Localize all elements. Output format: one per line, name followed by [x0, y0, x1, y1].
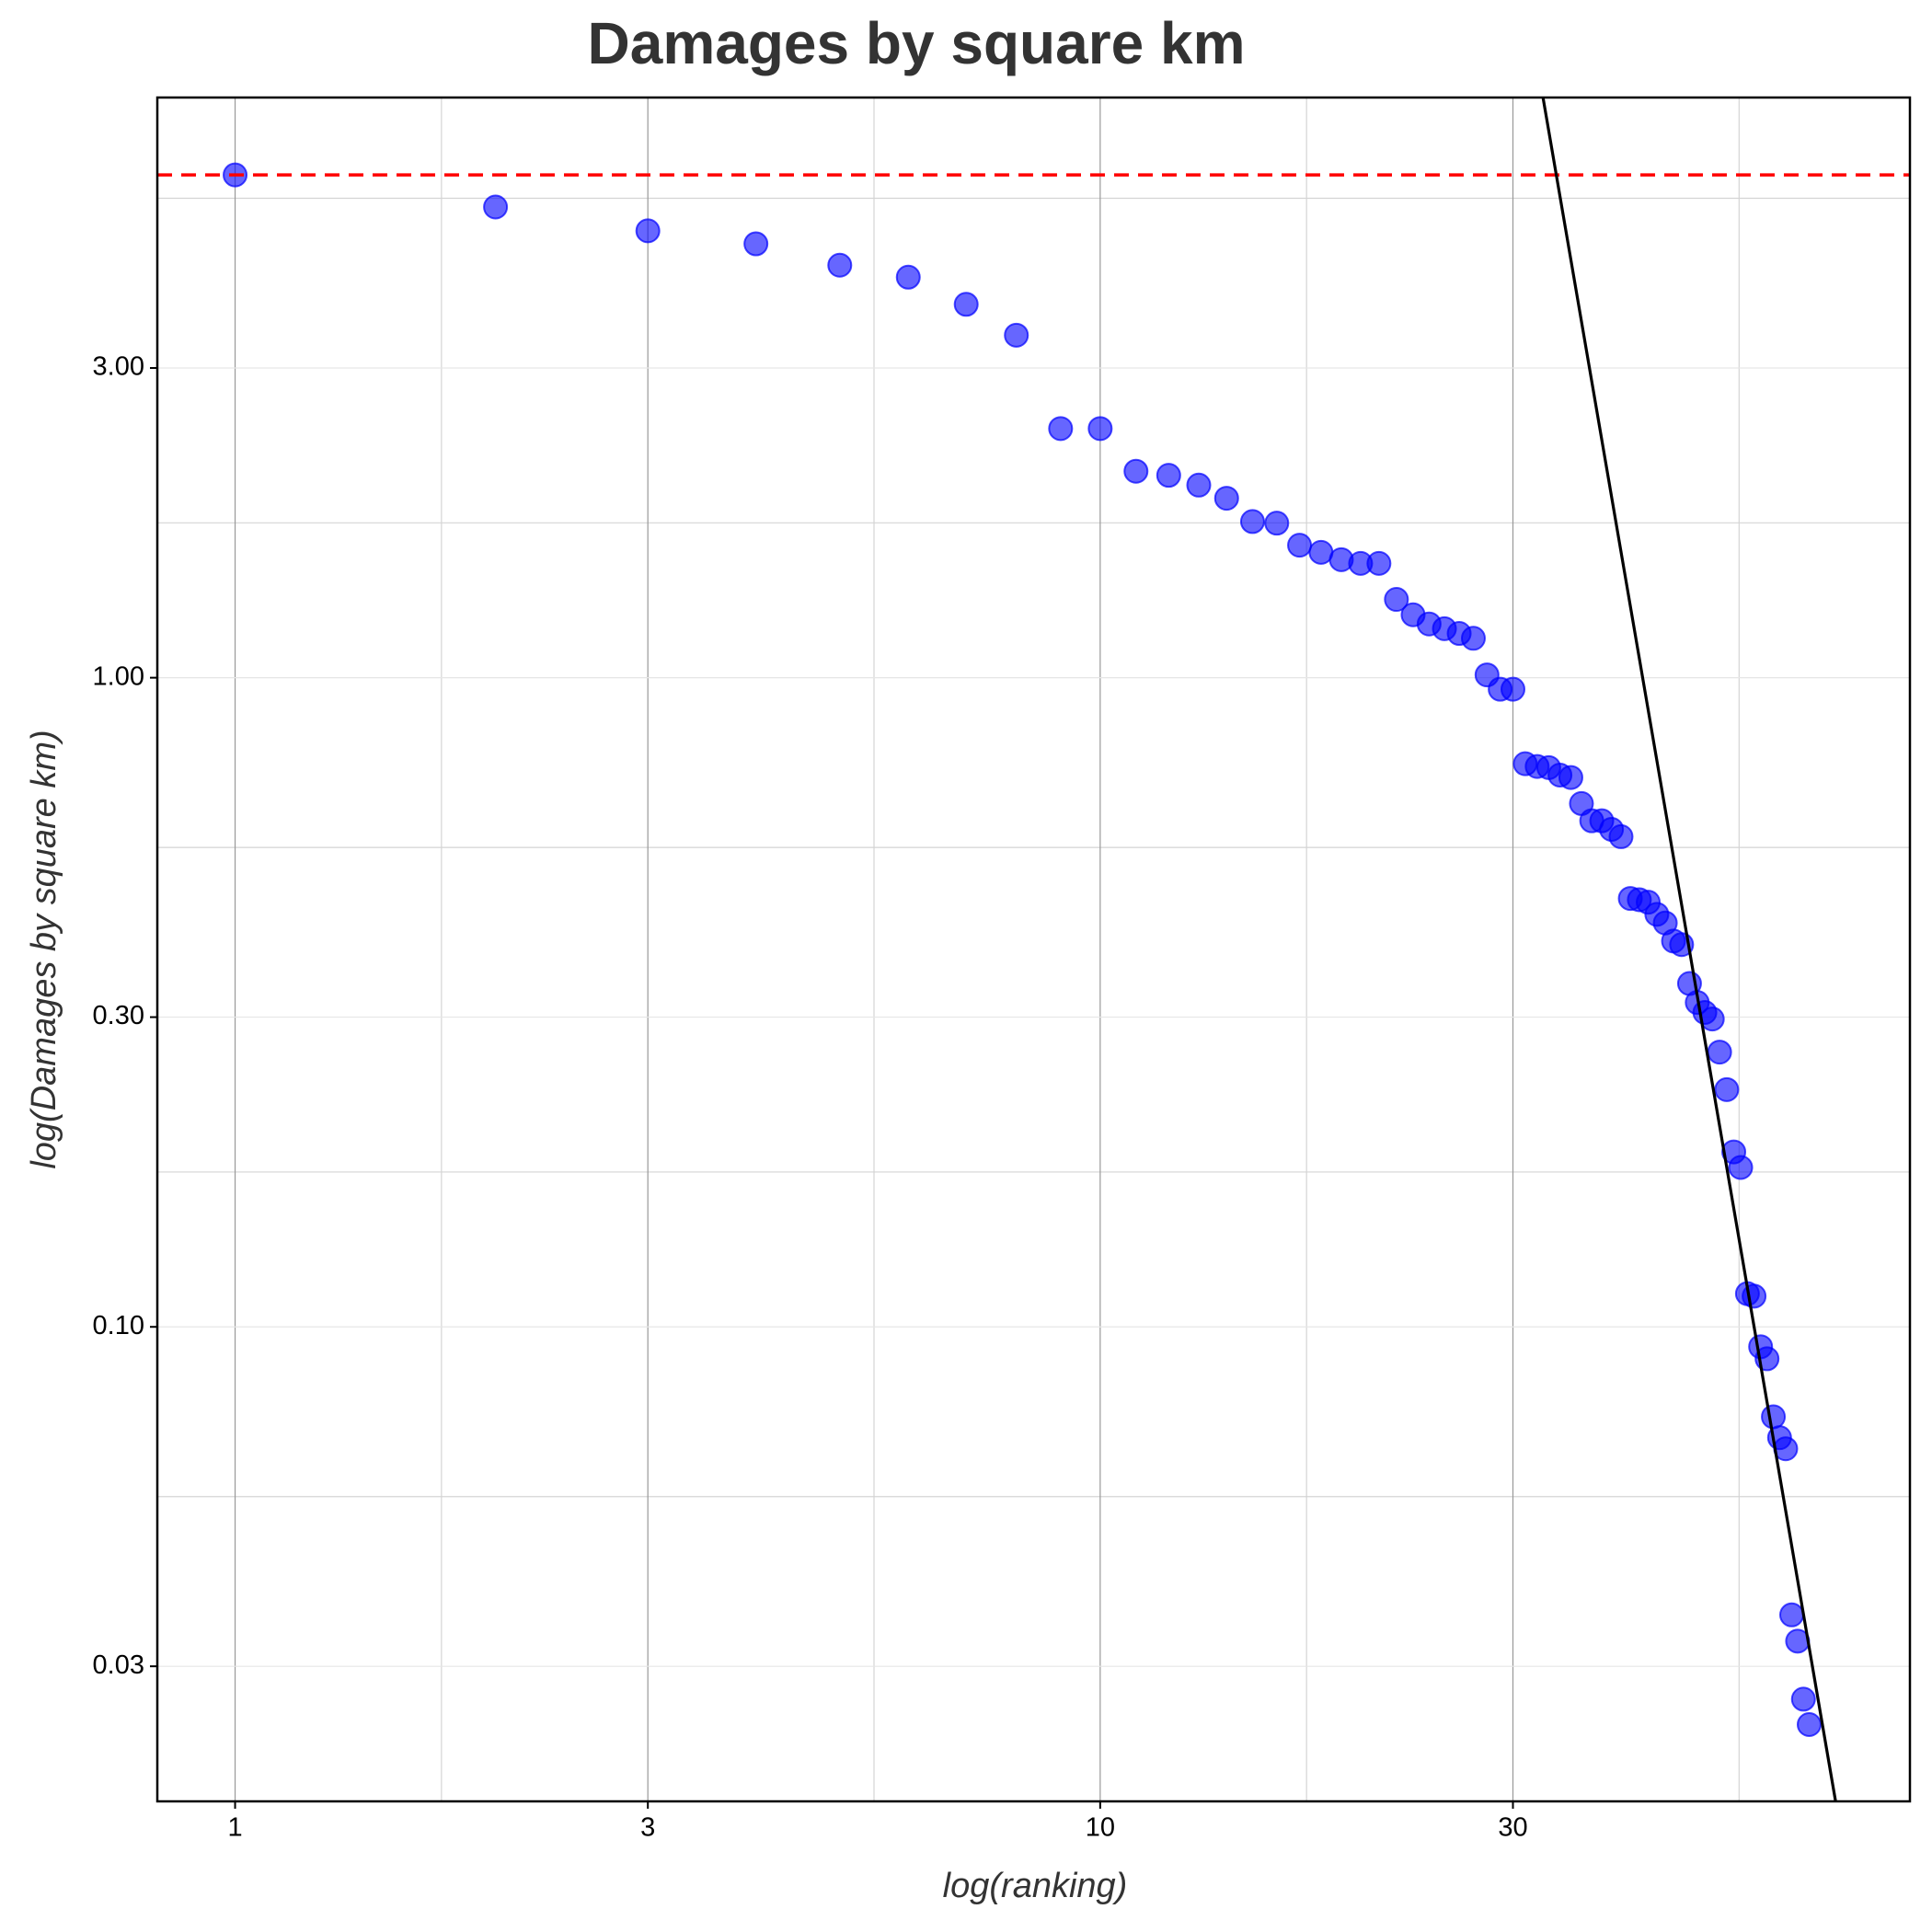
data-point: [1761, 1404, 1787, 1430]
y-tick-label: 0.30: [93, 1001, 144, 1030]
data-point: [1384, 587, 1409, 613]
data-point: [1186, 472, 1212, 498]
data-point: [1004, 322, 1029, 348]
y-axis-label: log(Damages by square km): [25, 730, 63, 1168]
data-point: [1460, 626, 1486, 651]
x-tick-label: 1: [227, 1813, 242, 1843]
data-point: [1287, 533, 1313, 558]
data-point: [1087, 416, 1113, 442]
data-point: [1048, 416, 1074, 442]
data-point: [1501, 676, 1525, 702]
data-point: [1239, 509, 1265, 535]
fit-line: [1541, 98, 1837, 1801]
data-point: [1608, 823, 1634, 849]
plot-frame: [155, 96, 1912, 1803]
data-point: [635, 218, 661, 244]
x-tick-label: 3: [640, 1813, 655, 1843]
y-tick-label: 0.10: [93, 1311, 144, 1340]
data-point: [1366, 550, 1392, 576]
y-tick-label: 1.00: [93, 661, 144, 691]
y-tick-label: 0.03: [93, 1650, 144, 1680]
data-point: [1123, 458, 1149, 484]
x-tick-label: 30: [1498, 1813, 1527, 1843]
plot-area: [157, 98, 1910, 1801]
x-axis-label: log(ranking): [943, 1867, 1128, 1905]
data-point: [1778, 1602, 1804, 1627]
data-point: [483, 194, 509, 220]
data-point: [1714, 1076, 1740, 1102]
data-point: [1264, 511, 1290, 536]
data-point: [1790, 1686, 1816, 1712]
grid: [157, 98, 1910, 1801]
x-tick-label: 10: [1086, 1813, 1115, 1843]
data-point: [953, 292, 979, 317]
data-point: [1558, 765, 1583, 790]
data-point: [895, 264, 921, 290]
data-point: [1156, 463, 1181, 489]
data-point: [827, 252, 853, 278]
data-point: [1213, 486, 1239, 512]
y-tick-label: 3.00: [93, 352, 144, 382]
data-point: [1728, 1155, 1754, 1180]
data-point: [743, 231, 769, 257]
chart-title: Damages by square km: [588, 10, 1246, 76]
ticks: 1 3 10 30 3.00 1.00 0.30 0.10 0.03: [93, 352, 1528, 1843]
data-point: [1796, 1711, 1822, 1737]
data-point: [1707, 1040, 1732, 1065]
data-point: [1699, 1006, 1725, 1032]
